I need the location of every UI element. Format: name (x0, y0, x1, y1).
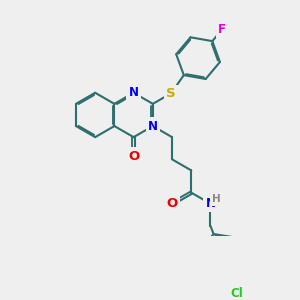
Text: N: N (148, 119, 158, 133)
Text: Cl: Cl (230, 286, 243, 300)
Text: S: S (166, 87, 176, 100)
Text: O: O (128, 149, 139, 163)
Text: O: O (167, 197, 178, 210)
Text: F: F (218, 23, 226, 36)
Text: H: H (212, 194, 220, 204)
Text: N: N (206, 197, 215, 210)
Text: N: N (129, 86, 139, 99)
